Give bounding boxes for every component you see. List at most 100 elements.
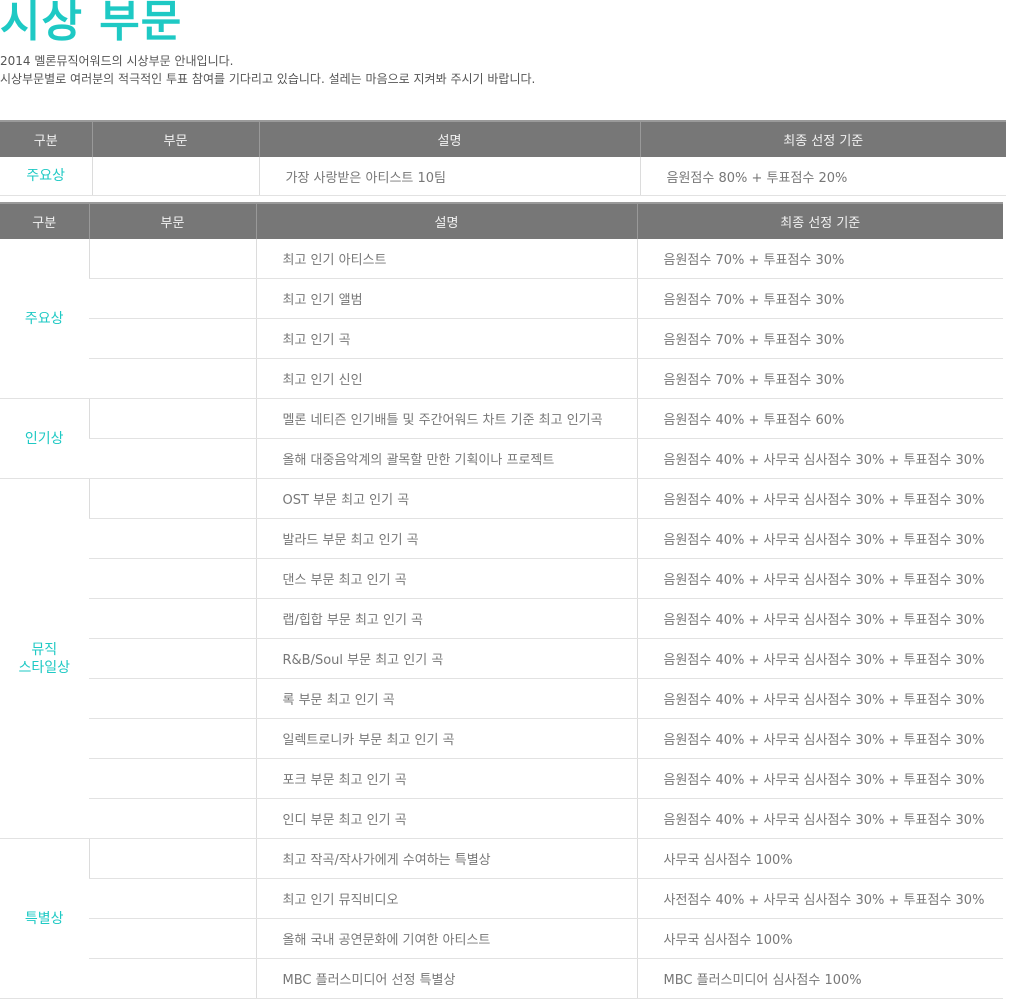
description-cell: 최고 인기 곡 bbox=[255, 318, 637, 359]
criteria-cell: 음원점수 70% + 투표점수 30% bbox=[636, 278, 1003, 319]
table-header-row: 구분 부문 설명 최종 선정 기준 bbox=[0, 202, 1003, 239]
table-header-row: 구분 부문 설명 최종 선정 기준 bbox=[0, 120, 1006, 157]
table-row: 최고 인기 신인 음원점수 70% + 투표점수 30% bbox=[0, 358, 1003, 399]
header-description: 설명 bbox=[258, 120, 641, 157]
table-row: R&B/Soul 부문 최고 인기 곡 음원점수 40% + 사무국 심사점수 3… bbox=[0, 638, 1003, 679]
table-row: MBC 플러스미디어 선정 특별상 MBC 플러스미디어 심사점수 100% bbox=[0, 958, 1003, 999]
description-cell: 랩/힙합 부문 최고 인기 곡 bbox=[255, 598, 637, 639]
criteria-cell: 음원점수 70% + 투표점수 30% bbox=[636, 318, 1003, 359]
intro-text: 2014 멜론뮤직어워드의 시상부문 안내입니다. 시상부문별로 여러분의 적극… bbox=[0, 52, 535, 88]
criteria-cell: MBC 플러스미디어 심사점수 100% bbox=[636, 958, 1003, 999]
description-cell: 가장 사랑받은 아티스트 10팀 bbox=[258, 157, 640, 196]
description-cell: MBC 플러스미디어 선정 특별상 bbox=[255, 958, 637, 999]
table-row: 주요상 최고 인기 아티스트 음원점수 70% + 투표점수 30% bbox=[0, 239, 1003, 399]
criteria-cell: 음원점수 40% + 사무국 심사점수 30% + 투표점수 30% bbox=[636, 798, 1003, 839]
intro-line: 2014 멜론뮤직어워드의 시상부문 안내입니다. bbox=[0, 54, 234, 68]
section-cell bbox=[89, 878, 256, 919]
section-cell bbox=[89, 558, 256, 599]
description-cell: 록 부문 최고 인기 곡 bbox=[255, 678, 637, 719]
header-category: 구분 bbox=[0, 120, 93, 157]
header-criteria: 최종 선정 기준 bbox=[639, 120, 1006, 157]
description-cell: 댄스 부문 최고 인기 곡 bbox=[255, 558, 637, 599]
table-row: 인디 부문 최고 인기 곡 음원점수 40% + 사무국 심사점수 30% + 투… bbox=[0, 798, 1003, 839]
award-table-detail: 구분 부문 설명 최종 선정 기준 주요상 최고 인기 아티스트 음원점수 70% … bbox=[0, 202, 1003, 999]
table-row: 최고 인기 뮤직비디오 사전점수 40% + 사무국 심사점수 30% + 투표점… bbox=[0, 878, 1003, 919]
table-row: 뮤직 스타일상 OST 부문 최고 인기 곡 음원점수 40% + 사무국 심사점수… bbox=[0, 478, 1003, 839]
criteria-cell: 음원점수 40% + 투표점수 60% bbox=[636, 398, 1003, 439]
table-row: 주요상 가장 사랑받은 아티스트 10팀 음원점수 80% + 투표점수 20% bbox=[0, 157, 1006, 196]
description-cell: 인디 부문 최고 인기 곡 bbox=[255, 798, 637, 839]
section-cell bbox=[89, 918, 256, 959]
category-cell: 인기상 bbox=[0, 398, 89, 479]
section-cell bbox=[89, 518, 256, 559]
section-cell bbox=[89, 718, 256, 759]
section-cell bbox=[89, 798, 256, 839]
description-cell: 발라드 부문 최고 인기 곡 bbox=[255, 518, 637, 559]
criteria-cell: 음원점수 70% + 투표점수 30% bbox=[636, 358, 1003, 399]
category-cell: 뮤직 스타일상 bbox=[0, 478, 89, 839]
criteria-cell: 음원점수 40% + 사무국 심사점수 30% + 투표점수 30% bbox=[636, 478, 1003, 519]
description-cell: 일렉트로니카 부문 최고 인기 곡 bbox=[255, 718, 637, 759]
section-cell bbox=[88, 838, 256, 879]
table-row: 댄스 부문 최고 인기 곡 음원점수 40% + 사무국 심사점수 30% + 투… bbox=[0, 558, 1003, 599]
description-cell: R&B/Soul 부문 최고 인기 곡 bbox=[255, 638, 637, 679]
category-cell: 주요상 bbox=[0, 239, 89, 399]
header-category: 구분 bbox=[0, 202, 90, 239]
section-cell bbox=[88, 478, 256, 519]
award-table-main: 구분 부문 설명 최종 선정 기준 주요상 가장 사랑받은 아티스트 10팀 음… bbox=[0, 120, 1006, 196]
criteria-cell: 음원점수 40% + 사무국 심사점수 30% + 투표점수 30% bbox=[636, 438, 1003, 479]
category-cell: 특별상 bbox=[0, 838, 89, 999]
header-criteria: 최종 선정 기준 bbox=[636, 202, 1003, 239]
section-cell bbox=[88, 398, 256, 439]
table-row: 발라드 부문 최고 인기 곡 음원점수 40% + 사무국 심사점수 30% + … bbox=[0, 518, 1003, 559]
description-cell: 최고 인기 아티스트 bbox=[255, 239, 637, 279]
table-row: 특별상 최고 작곡/작사가에게 수여하는 특별상 사무국 심사점수 100% bbox=[0, 838, 1003, 999]
header-section: 부문 bbox=[88, 202, 257, 239]
criteria-cell: 음원점수 40% + 사무국 심사점수 30% + 투표점수 30% bbox=[636, 558, 1003, 599]
description-cell: 올해 대중음악계의 괄목할 만한 기획이나 프로젝트 bbox=[255, 438, 637, 479]
table-row: 랩/힙합 부문 최고 인기 곡 음원점수 40% + 사무국 심사점수 30% +… bbox=[0, 598, 1003, 639]
criteria-cell: 음원점수 40% + 사무국 심사점수 30% + 투표점수 30% bbox=[636, 718, 1003, 759]
criteria-cell: 음원점수 70% + 투표점수 30% bbox=[636, 239, 1003, 279]
section-cell bbox=[89, 358, 256, 399]
table-row: 록 부문 최고 인기 곡 음원점수 40% + 사무국 심사점수 30% + 투표… bbox=[0, 678, 1003, 719]
criteria-cell: 음원점수 40% + 사무국 심사점수 30% + 투표점수 30% bbox=[636, 758, 1003, 799]
intro-line: 시상부문별로 여러분의 적극적인 투표 참여를 기다리고 있습니다. 설레는 마… bbox=[0, 72, 536, 86]
section-cell bbox=[89, 318, 256, 359]
section-cell bbox=[88, 239, 256, 279]
criteria-cell: 사전점수 40% + 사무국 심사점수 30% + 투표점수 30% bbox=[636, 878, 1003, 919]
criteria-cell: 음원점수 80% + 투표점수 20% bbox=[639, 157, 1006, 196]
criteria-cell: 음원점수 40% + 사무국 심사점수 30% + 투표점수 30% bbox=[636, 678, 1003, 719]
table-row: 인기상 멜론 네티즌 인기배틀 및 주간어워드 차트 기준 최고 인기곡 음원점수 … bbox=[0, 398, 1003, 479]
criteria-cell: 사무국 심사점수 100% bbox=[636, 838, 1003, 879]
description-cell: 포크 부문 최고 인기 곡 bbox=[255, 758, 637, 799]
description-cell: 멜론 네티즌 인기배틀 및 주간어워드 차트 기준 최고 인기곡 bbox=[255, 398, 637, 439]
section-cell bbox=[89, 958, 256, 999]
table-row: 올해 대중음악계의 괄목할 만한 기획이나 프로젝트 음원점수 40% + 사무국… bbox=[0, 438, 1003, 479]
section-cell bbox=[91, 157, 259, 196]
description-cell: 최고 작곡/작사가에게 수여하는 특별상 bbox=[255, 838, 637, 879]
award-table-body: 주요상 최고 인기 아티스트 음원점수 70% + 투표점수 30% 최고 인기 앨범… bbox=[0, 239, 1003, 999]
section-cell bbox=[89, 678, 256, 719]
table-row: 일렉트로니카 부문 최고 인기 곡 음원점수 40% + 사무국 심사점수 30%… bbox=[0, 718, 1003, 759]
description-cell: OST 부문 최고 인기 곡 bbox=[255, 478, 637, 519]
description-cell: 최고 인기 신인 bbox=[255, 358, 637, 399]
section-cell bbox=[89, 638, 256, 679]
header-section: 부문 bbox=[91, 120, 260, 157]
description-cell: 최고 인기 뮤직비디오 bbox=[255, 878, 637, 919]
page-title: 시상 부문 bbox=[0, 0, 183, 47]
header-description: 설명 bbox=[255, 202, 638, 239]
criteria-cell: 음원점수 40% + 사무국 심사점수 30% + 투표점수 30% bbox=[636, 518, 1003, 559]
section-cell bbox=[89, 278, 256, 319]
description-cell: 최고 인기 앨범 bbox=[255, 278, 637, 319]
table-row: 포크 부문 최고 인기 곡 음원점수 40% + 사무국 심사점수 30% + 투… bbox=[0, 758, 1003, 799]
section-cell bbox=[89, 758, 256, 799]
table-row: 올해 국내 공연문화에 기여한 아티스트 사무국 심사점수 100% bbox=[0, 918, 1003, 959]
criteria-cell: 음원점수 40% + 사무국 심사점수 30% + 투표점수 30% bbox=[636, 598, 1003, 639]
section-cell bbox=[89, 438, 256, 479]
section-cell bbox=[89, 598, 256, 639]
criteria-cell: 사무국 심사점수 100% bbox=[636, 918, 1003, 959]
table-row: 최고 인기 곡 음원점수 70% + 투표점수 30% bbox=[0, 318, 1003, 359]
criteria-cell: 음원점수 40% + 사무국 심사점수 30% + 투표점수 30% bbox=[636, 638, 1003, 679]
table-row: 최고 인기 앨범 음원점수 70% + 투표점수 30% bbox=[0, 278, 1003, 319]
